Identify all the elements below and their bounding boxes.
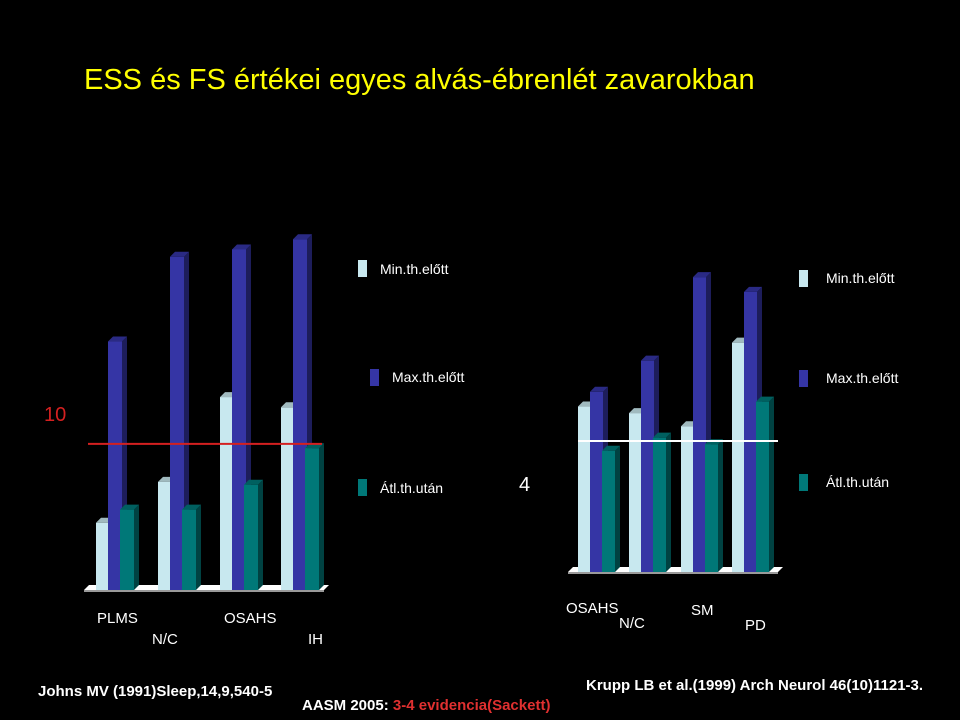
fs-bar-avg-2: [705, 444, 718, 572]
ess-bar-avg-2-top: [244, 479, 263, 485]
fs-bar-max-2: [693, 277, 706, 572]
fs-floor: [568, 567, 783, 572]
citation-aasm: AASM 2005: 3-4 evidencia(Sackett): [302, 697, 550, 714]
fs-category-sm: SM: [691, 602, 714, 619]
ess-legend-max-swatch: [370, 369, 379, 386]
fs-bar-avg-3-top: [756, 396, 774, 402]
fs-bar-max-0-top: [590, 386, 608, 392]
ess-legend-min-label: Min.th.előtt: [380, 261, 449, 277]
fs-bar-max-0: [590, 391, 603, 572]
fs-category-pd: PD: [745, 617, 766, 634]
ess-bar-avg-0-top: [120, 504, 139, 510]
ess-bar-min-1: [158, 481, 172, 590]
citation-johns: Johns MV (1991)Sleep,14,9,540-5: [38, 683, 273, 700]
fs-legend-min-label: Min.th.előtt: [826, 270, 895, 286]
fs-legend-max-label: Max.th.előtt: [826, 370, 899, 386]
fs-reference-value: 4: [519, 474, 531, 496]
fs-bar-avg-1-top: [653, 432, 671, 438]
ess-bar-avg-1-top: [182, 504, 201, 510]
citation-aasm-evidence: 3-4 evidencia(Sackett): [392, 697, 551, 714]
fs-bar-avg-2-side: [718, 439, 723, 572]
fs-category-osahs: OSAHS: [566, 600, 619, 617]
fs-bar-avg-0: [602, 450, 615, 572]
ess-bar-max-1: [170, 256, 184, 590]
ess-floor-edge: [84, 590, 324, 592]
ess-bar-min-2: [220, 397, 234, 590]
ess-bar-max-0-top: [108, 336, 127, 342]
citation-krupp: Krupp LB et al.(1999) Arch Neurol 46(10)…: [586, 677, 924, 694]
ess-bar-max-3: [293, 239, 307, 590]
fs-bar-min-1: [629, 413, 642, 572]
fs-bar-avg-1-side: [666, 432, 671, 572]
ess-category-ih: IH: [308, 631, 323, 648]
fs-bar-max-3-top: [744, 286, 762, 292]
slide-title: ESS és FS értékei egyes alvás-ébrenlét z…: [84, 64, 755, 96]
fs-bar-avg-3-side: [769, 396, 774, 572]
ess-bar-avg-1: [182, 509, 196, 590]
fs-bar-avg-0-side: [615, 445, 620, 572]
ess-bar-min-0: [96, 522, 110, 590]
ess-legend-max-label: Max.th.előtt: [392, 369, 465, 385]
fs-bar-max-1-top: [641, 355, 659, 361]
fs-legend-avg-swatch: [799, 474, 808, 491]
ess-bar-avg-2: [244, 484, 258, 590]
ess-bar-max-0: [108, 341, 122, 590]
ess-category-osahs: OSAHS: [224, 610, 277, 627]
fs-legend-avg-label: Átl.th.után: [826, 474, 890, 490]
fs-bar-max-2-top: [693, 272, 711, 278]
ess-category-plms: PLMS: [97, 610, 138, 627]
ess-bar-avg-3: [305, 448, 319, 590]
ess-bar-avg-2-side: [258, 479, 263, 590]
ess-bar-avg-1-side: [196, 504, 201, 590]
ess-bar-avg-3-side: [319, 443, 324, 590]
ess-bar-avg-0: [120, 509, 134, 590]
ess-bar-avg-0-side: [134, 504, 139, 590]
ess-reference-value: 10: [44, 404, 67, 426]
fs-bar-avg-1: [653, 437, 666, 572]
ess-bar-max-2-top: [232, 244, 251, 250]
fs-floor-edge: [568, 572, 778, 574]
ess-bar-max-2: [232, 249, 246, 590]
fs-bar-min-3: [732, 342, 745, 572]
fs-category-nc: N/C: [619, 615, 645, 632]
fs-legend-max-swatch: [799, 370, 808, 387]
ess-bar-max-3-top: [293, 234, 312, 240]
ess-floor: [84, 585, 329, 590]
ess-legend-avg-label: Átl.th.után: [380, 480, 444, 496]
fs-bar-min-2: [681, 426, 694, 572]
fs-bar-min-0: [578, 406, 591, 572]
ess-bar-max-1-top: [170, 251, 189, 257]
ess-category-nc: N/C: [152, 631, 178, 648]
citation-aasm-prefix: AASM 2005:: [302, 697, 393, 714]
fs-bar-avg-0-top: [602, 445, 620, 451]
ess-bar-min-3: [281, 407, 295, 590]
fs-bar-max-3: [744, 291, 757, 572]
fs-bar-avg-3: [756, 401, 769, 572]
ess-legend-avg-swatch: [358, 479, 367, 496]
fs-legend-min-swatch: [799, 270, 808, 287]
fs-bar-max-1: [641, 360, 654, 572]
ess-legend-min-swatch: [358, 260, 367, 277]
